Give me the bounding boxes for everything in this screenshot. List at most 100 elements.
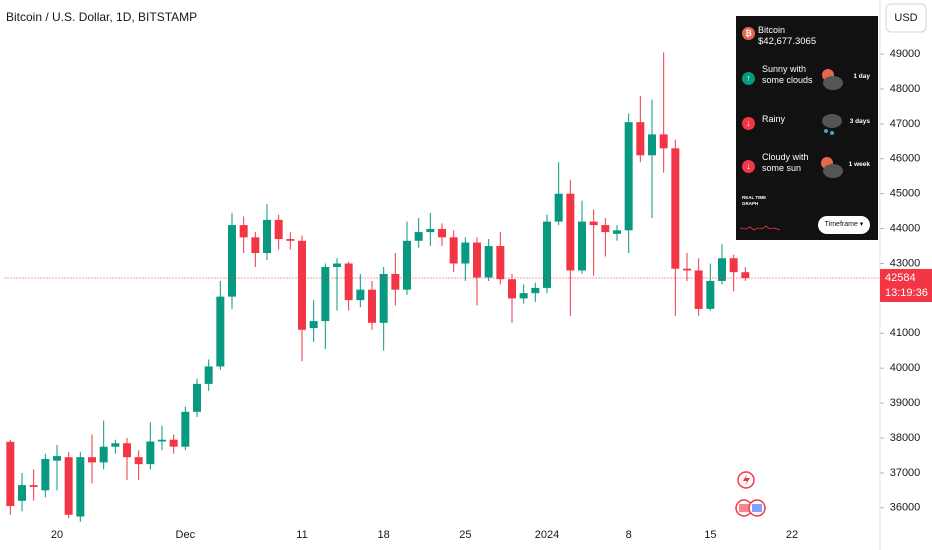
x-tick-label: 22 — [786, 529, 798, 541]
y-tick-label: 46000 — [890, 153, 921, 165]
x-tick-label: Dec — [176, 529, 196, 541]
candle-body — [519, 293, 528, 299]
candle-body — [251, 237, 260, 254]
candle-body — [624, 122, 633, 231]
x-tick-label: 2024 — [535, 529, 559, 541]
currency-button[interactable] — [885, 3, 927, 33]
candle-body — [263, 219, 271, 254]
candle-body — [286, 239, 295, 241]
candle-body — [543, 221, 551, 288]
candle-body — [566, 193, 575, 271]
candle-body — [216, 296, 225, 367]
candle-body — [333, 263, 341, 267]
forecast-row: ↓ Rainy 3 days — [742, 105, 874, 145]
weather-icon — [822, 69, 843, 90]
candle-body — [718, 258, 726, 281]
candle-body — [309, 321, 318, 329]
candle-body — [239, 225, 248, 238]
candle-body — [88, 457, 96, 463]
plot: 3600037000380003900040000410004200043000… — [4, 0, 932, 550]
mini-graph — [740, 225, 781, 231]
candle-body — [403, 240, 411, 290]
coin-name: Bitcoin — [758, 25, 786, 35]
countdown-label: 13:19:36 — [885, 287, 928, 299]
candle-body — [484, 246, 493, 278]
y-tick-label: 39000 — [890, 397, 921, 409]
candle-body — [356, 289, 365, 301]
candle-body — [508, 279, 516, 299]
candle-body — [344, 263, 353, 301]
bolt — [743, 474, 750, 486]
timeframe-label: Timeframe — [824, 221, 858, 228]
x-tick-label: 11 — [296, 529, 307, 541]
forecast-label: Cloudy with some sun — [762, 152, 809, 173]
candle-body — [158, 439, 166, 442]
candle-body — [531, 287, 540, 294]
coin-icon: ₿ — [742, 27, 755, 40]
currency-label: USD — [894, 12, 917, 24]
down-icon: ↓ — [742, 117, 755, 130]
y-tick-label: 41000 — [890, 327, 921, 339]
forecast-row: ↑ Sunny with some clouds 1 day — [742, 60, 874, 100]
candle-body — [589, 221, 598, 226]
candle-body — [426, 228, 435, 233]
candle-body — [554, 193, 563, 222]
candle-body — [391, 273, 400, 290]
forecast-label: Sunny with some clouds — [762, 64, 813, 85]
candle-body — [496, 246, 505, 280]
candle-body — [6, 441, 15, 507]
candle-body — [123, 443, 131, 458]
candle-body — [601, 225, 610, 233]
y-tick-label: 48000 — [890, 83, 921, 95]
last-price-label: 42584 — [885, 272, 916, 284]
x-tick-label: 15 — [704, 529, 716, 541]
candle-body — [18, 485, 26, 501]
candle-body — [64, 457, 73, 515]
last-price-box — [880, 269, 932, 303]
forecast-period: 3 days — [849, 118, 870, 125]
candle-body — [414, 232, 423, 241]
chart-title: Bitcoin / U.S. Dollar, 1D, BITSTAMP — [6, 10, 197, 24]
candle-body — [169, 439, 178, 447]
candle-body — [181, 411, 190, 447]
candle-body — [379, 273, 388, 323]
candle-body — [146, 441, 155, 465]
forecast-period: 1 week — [848, 161, 870, 168]
candle-body — [449, 237, 458, 264]
y-tick-label: 36000 — [890, 502, 921, 514]
x-tick-label: 18 — [378, 529, 390, 541]
candle-body — [368, 289, 376, 323]
weather-icon — [821, 157, 843, 178]
coin-price: $42,677.3065 — [758, 36, 817, 47]
candle-body — [613, 230, 621, 234]
candle-body — [729, 258, 738, 273]
candle-body — [461, 242, 470, 264]
up-icon: ↑ — [742, 72, 755, 85]
timeframe-button[interactable]: Timeframe ▾ — [818, 216, 870, 234]
forecast-row: ↓ Cloudy with some sun 1 week — [742, 148, 874, 188]
y-tick-label: 49000 — [890, 48, 921, 60]
y-tick-label: 44000 — [890, 222, 921, 234]
candle-body — [41, 458, 50, 491]
candle-body — [648, 134, 656, 156]
flag — [739, 504, 749, 512]
candle-body — [636, 122, 645, 156]
candle-body — [321, 266, 330, 322]
candle-body — [134, 457, 143, 465]
candle-body — [473, 242, 481, 278]
candle-body — [111, 443, 120, 447]
candle-body — [438, 228, 446, 238]
x-tick-label: 20 — [51, 529, 63, 541]
candle-body — [76, 457, 85, 517]
candle-body — [29, 485, 38, 487]
candle-body — [99, 446, 108, 463]
down-icon: ↓ — [742, 160, 755, 173]
forecast-period: 1 day — [853, 73, 870, 80]
x-tick-label: 25 — [459, 529, 471, 541]
candle-body — [204, 366, 213, 384]
candle-body — [274, 219, 283, 240]
forecast-label: Rainy — [762, 114, 786, 124]
candle-body — [671, 148, 680, 269]
candle-body — [683, 268, 691, 271]
